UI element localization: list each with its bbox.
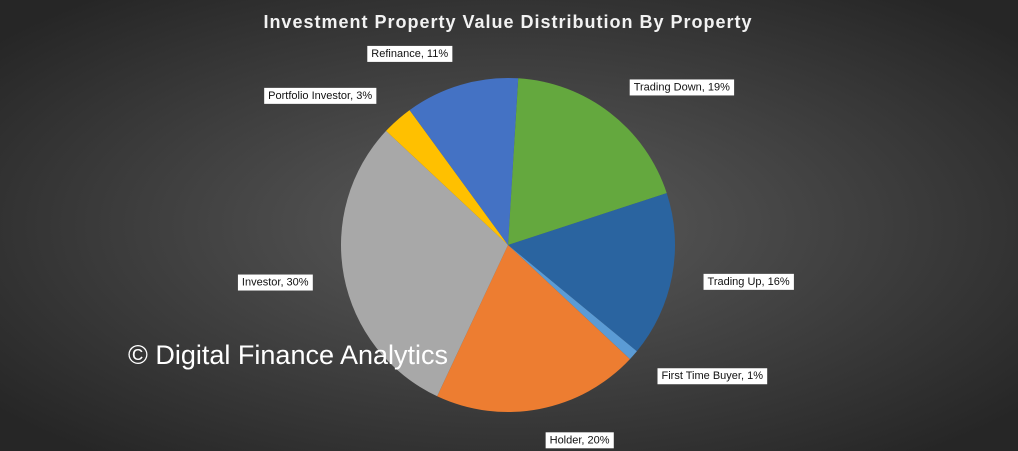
pie-slice [508,78,667,245]
data-label-box [703,273,794,290]
data-label-box [237,274,313,291]
data-label-box [629,79,735,96]
data-label: Holder, 20% [550,434,610,446]
pie-slice [508,193,676,352]
pie-slice [508,245,637,360]
data-label: Refinance, 11% [371,48,448,60]
data-label: Trading Down, 19% [634,81,730,93]
pie-slice [341,130,508,397]
data-label: Portfolio Investor, 3% [268,90,372,102]
data-label-box [264,87,377,104]
pie-slice [386,110,508,245]
data-label: First Time Buyer, 1% [662,370,764,382]
data-label-box [545,432,614,449]
data-label: Trading Up, 16% [708,276,790,288]
watermark: © Digital Finance Analytics [128,340,448,370]
chart-title: Investment Property Value Distribution B… [263,12,752,32]
data-label-box [657,368,768,385]
data-label-box [367,45,453,62]
data-label: Investor, 30% [242,277,309,289]
labels: Trading Down, 19% Trading Up, 16% First Ti… [237,45,794,449]
pie [341,77,676,412]
pie-slice [409,77,519,245]
pie-slice [437,245,630,412]
